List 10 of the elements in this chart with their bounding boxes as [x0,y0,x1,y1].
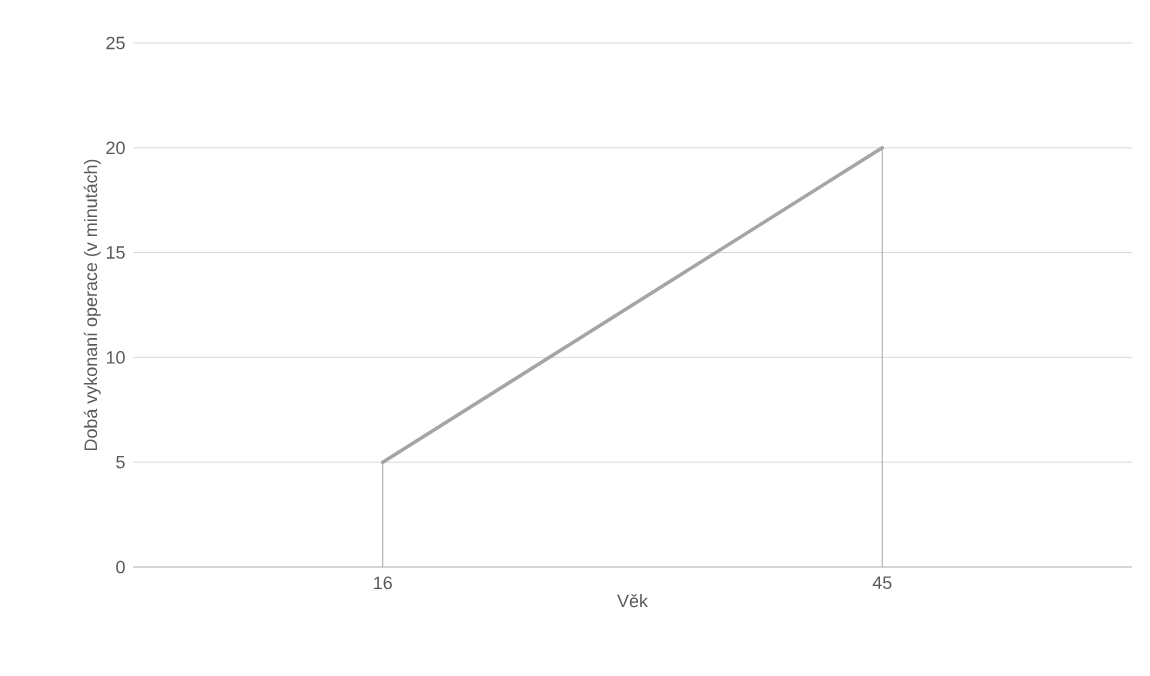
y-tick-label: 15 [106,246,125,259]
y-tick-label: 20 [106,141,125,155]
y-axis-title: Dobá vykonaní operace (v minutách) [83,159,101,451]
x-tick-label: 45 [872,576,892,590]
y-tick-label: 0 [116,560,125,574]
x-tick-label: 16 [374,576,392,590]
y-tick-label: 5 [116,455,125,469]
y-tick-label: 10 [106,351,125,364]
y-tick-label: 25 [106,36,125,50]
x-axis-title: Věk [617,594,648,608]
